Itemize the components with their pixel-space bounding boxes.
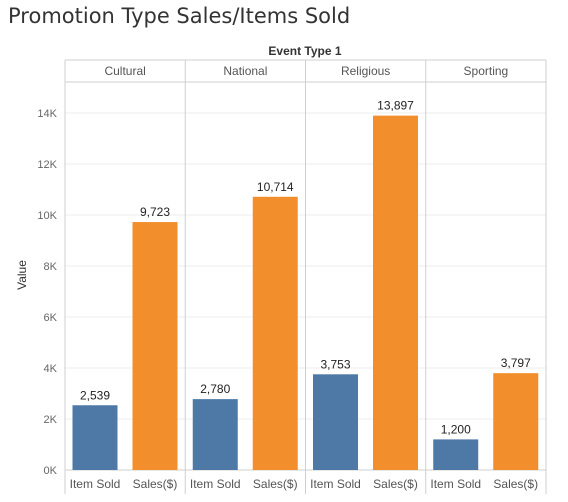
bar-sales [132, 222, 178, 470]
y-tick-label: 8K [44, 261, 58, 273]
y-tick-label: 12K [37, 159, 57, 171]
x-tick-label: Item Sold [190, 477, 241, 491]
bar-sales [493, 373, 539, 470]
x-tick-label: Item Sold [310, 477, 361, 491]
y-axis-label: Value [15, 260, 29, 290]
column-header: Event Type 1 [268, 44, 341, 58]
x-tick-label: Sales($) [253, 477, 298, 491]
x-tick-label: Sales($) [133, 477, 178, 491]
y-tick-label: 10K [37, 210, 57, 222]
y-axis: 0K 2K 4K 6K 8K 10K 12K 14K [37, 108, 57, 477]
bar-item-sold [433, 439, 479, 470]
panel-cultural: Cultural 2,539 Item Sold 9,723 Sales($) [70, 64, 178, 491]
data-label: 3,753 [320, 357, 350, 371]
data-label: 2,780 [200, 382, 230, 396]
bar-sales [252, 196, 298, 470]
panel-national: National 2,780 Item Sold 10,714 Sales($) [190, 64, 298, 491]
bar-item-sold [72, 405, 118, 470]
bar-item-sold [313, 374, 358, 470]
data-label: 13,897 [377, 99, 414, 113]
y-tick-label: 2K [44, 414, 58, 426]
bar-sales [373, 115, 418, 471]
panel-header-label: Religious [341, 64, 390, 78]
data-label: 9,723 [140, 205, 170, 219]
x-tick-label: Sales($) [493, 477, 538, 491]
data-label: 1,200 [441, 422, 471, 436]
y-tick-label: 14K [37, 108, 57, 120]
panel-religious: Religious 3,753 Item Sold 13,897 Sales($) [310, 64, 418, 491]
panel-header-label: Sporting [464, 64, 509, 78]
chart-title: Promotion Type Sales/Items Sold [8, 4, 351, 28]
y-tick-label: 4K [44, 363, 58, 375]
y-tick-label: 6K [44, 312, 58, 324]
data-label: 2,539 [80, 388, 110, 402]
x-tick-label: Sales($) [373, 477, 418, 491]
x-tick-label: Item Sold [70, 477, 121, 491]
y-tick-label: 0K [44, 465, 58, 477]
panel-header-label: Cultural [104, 64, 145, 78]
bar-item-sold [192, 399, 238, 470]
panel-header-label: National [223, 64, 267, 78]
x-tick-label: Item Sold [430, 477, 481, 491]
data-label: 3,797 [501, 356, 531, 370]
panel-sporting: Sporting 1,200 Item Sold 3,797 Sales($) [430, 64, 539, 491]
data-label: 10,714 [257, 180, 294, 194]
